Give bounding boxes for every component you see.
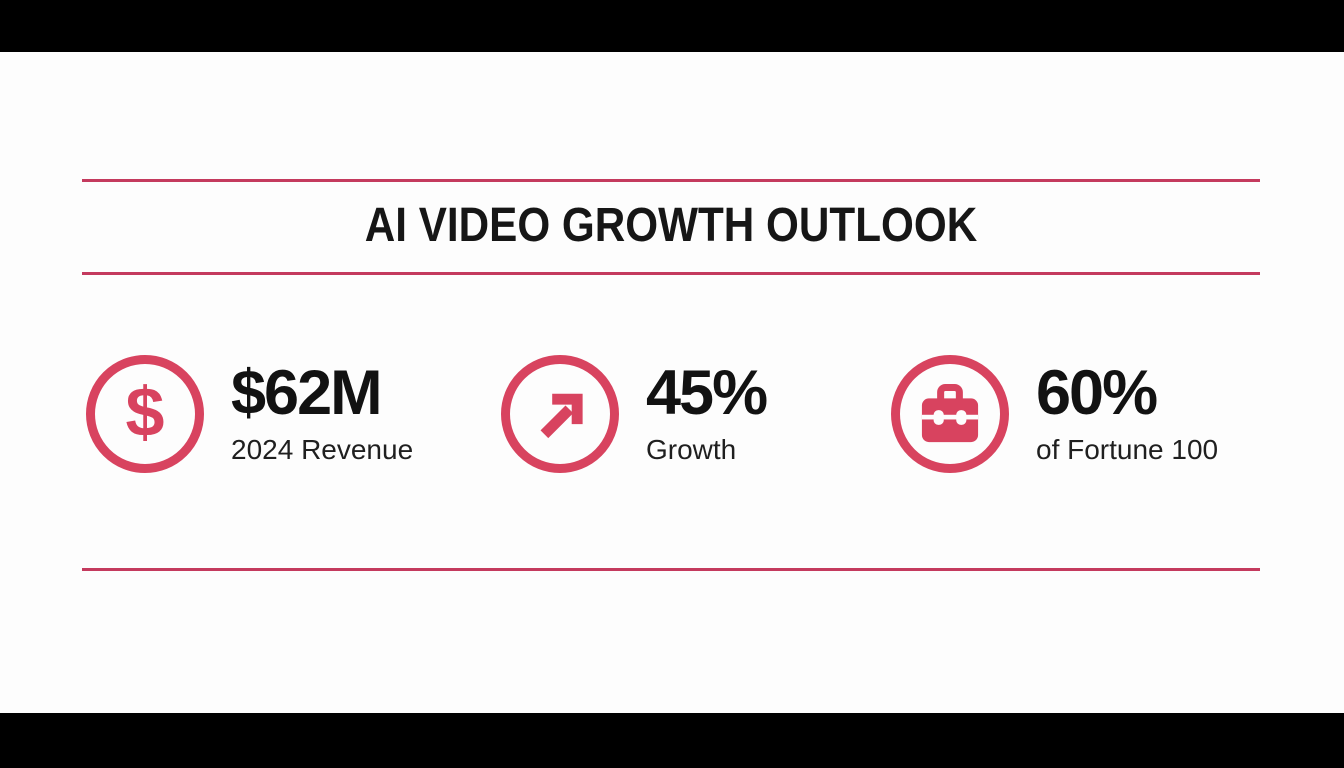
dollar-glyph: $ xyxy=(125,372,165,451)
stat-revenue-text: $62M 2024 Revenue xyxy=(231,362,413,466)
letterbox-top-bar xyxy=(0,0,1344,52)
title-container: AI VIDEO GROWTH OUTLOOK xyxy=(82,202,1260,250)
stat-revenue: $ $62M 2024 Revenue xyxy=(86,355,413,473)
slide-title: AI VIDEO GROWTH OUTLOOK xyxy=(364,199,978,252)
divider-bottom xyxy=(82,568,1260,571)
stat-revenue-value: $62M xyxy=(231,358,383,428)
stat-fortune-label: of Fortune 100 xyxy=(1036,434,1219,465)
briefcase-icon xyxy=(891,355,1009,473)
trend-up-arrow-icon xyxy=(501,355,619,473)
slide: AI VIDEO GROWTH OUTLOOK $ $62M 2024 Reve… xyxy=(0,52,1344,713)
stat-fortune: 60% of Fortune 100 xyxy=(891,355,1218,473)
trend-up-arrow-glyph xyxy=(540,393,583,439)
divider-top xyxy=(82,179,1260,182)
stat-growth-label: Growth xyxy=(646,434,737,465)
briefcase-glyph xyxy=(921,383,979,443)
stat-fortune-text: 60% of Fortune 100 xyxy=(1036,362,1218,466)
stat-fortune-value: 60% xyxy=(1036,358,1158,428)
stat-growth: 45% Growth xyxy=(501,355,768,473)
divider-under-title xyxy=(82,272,1260,275)
letterbox-bottom-bar xyxy=(0,713,1344,768)
stat-growth-value: 45% xyxy=(646,358,768,428)
stat-growth-text: 45% Growth xyxy=(646,358,768,466)
stat-revenue-label: 2024 Revenue xyxy=(231,434,414,465)
dollar-sign-icon: $ xyxy=(86,355,204,473)
